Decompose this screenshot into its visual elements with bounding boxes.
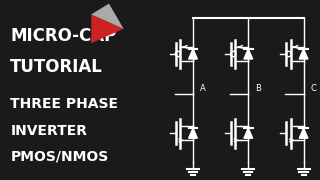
- Polygon shape: [188, 49, 197, 59]
- Text: INVERTER: INVERTER: [10, 124, 87, 138]
- Text: THREE PHASE: THREE PHASE: [10, 97, 118, 111]
- Text: TUTORIAL: TUTORIAL: [10, 58, 103, 76]
- Polygon shape: [299, 49, 308, 59]
- Polygon shape: [299, 128, 308, 138]
- Text: B: B: [255, 84, 261, 93]
- Polygon shape: [91, 14, 124, 43]
- Polygon shape: [244, 49, 253, 59]
- Polygon shape: [91, 4, 124, 29]
- Polygon shape: [188, 128, 197, 138]
- Text: A: A: [200, 84, 206, 93]
- Text: C: C: [310, 84, 316, 93]
- Polygon shape: [244, 128, 253, 138]
- Text: MICRO-CAP: MICRO-CAP: [10, 27, 116, 45]
- Text: PMOS/NMOS: PMOS/NMOS: [10, 150, 108, 164]
